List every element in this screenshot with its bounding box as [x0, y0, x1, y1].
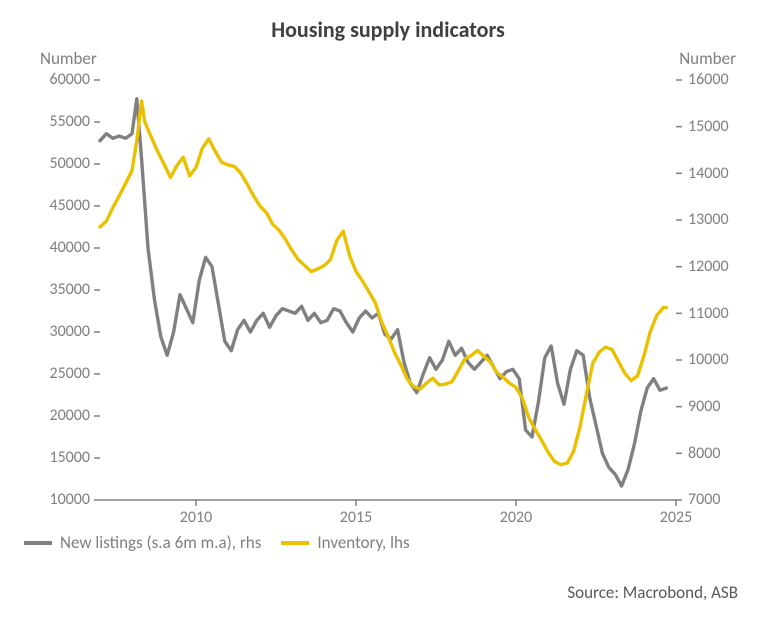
y-axis-left-label: Number [40, 48, 97, 69]
legend-swatch [281, 541, 309, 545]
source-attribution: Source: Macrobond, ASB [567, 582, 738, 603]
tick-label: 2025 [660, 508, 692, 527]
legend-label: New listings (s.a 6m m.a), rhs [60, 532, 261, 553]
chart-title: Housing supply indicators [0, 16, 776, 43]
legend-item: Inventory, lhs [281, 532, 409, 553]
tick-label: 9000 [688, 397, 720, 416]
tick-label: 45000 [49, 196, 90, 215]
tick-label: 14000 [688, 164, 729, 183]
tick-label: 2015 [340, 508, 372, 527]
plot-area [100, 80, 676, 500]
tick-label: 2020 [500, 508, 532, 527]
tick-label: 40000 [49, 238, 90, 257]
tick-label: 10000 [688, 350, 729, 369]
chart-container: Housing supply indicators Number Number … [0, 0, 776, 622]
tick-label: 11000 [688, 304, 729, 323]
tick-label: 16000 [688, 70, 729, 89]
tick-label: 13000 [688, 210, 729, 229]
tick-label: 55000 [49, 112, 90, 131]
tick-label: 10000 [49, 490, 90, 509]
y-axis-right-label: Number [679, 48, 736, 69]
tick-label: 50000 [49, 154, 90, 173]
tick-label: 12000 [688, 257, 729, 276]
legend-label: Inventory, lhs [317, 532, 409, 553]
legend: New listings (s.a 6m m.a), rhs Inventory,… [24, 532, 410, 553]
tick-label: 8000 [688, 444, 720, 463]
tick-label: 15000 [688, 117, 729, 136]
tick-label: 7000 [688, 490, 720, 509]
tick-label: 35000 [49, 280, 90, 299]
tick-label: 30000 [49, 322, 90, 341]
legend-item: New listings (s.a 6m m.a), rhs [24, 532, 261, 553]
tick-label: 20000 [49, 406, 90, 425]
tick-label: 15000 [49, 448, 90, 467]
tick-label: 60000 [49, 70, 90, 89]
tick-label: 25000 [49, 364, 90, 383]
legend-swatch [24, 541, 52, 545]
tick-label: 2010 [180, 508, 212, 527]
